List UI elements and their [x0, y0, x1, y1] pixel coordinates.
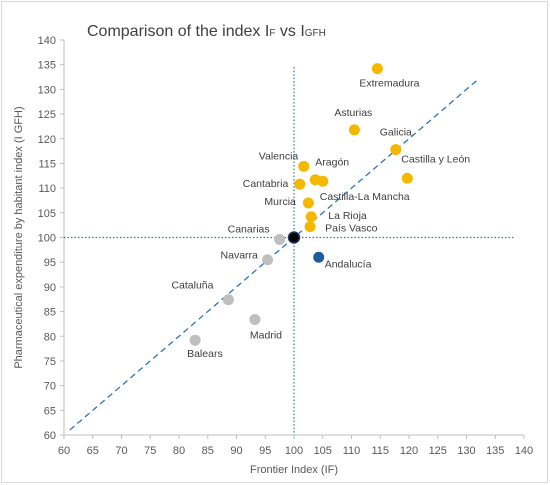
- y-tick-label: 130: [38, 84, 56, 96]
- point-asturias: [348, 124, 360, 136]
- point-reference: [287, 231, 301, 244]
- data-label: Andalucía: [325, 258, 372, 270]
- y-tick-label: 125: [38, 109, 56, 121]
- data-label: Navarra: [221, 250, 259, 262]
- x-tick-label: 130: [457, 445, 475, 457]
- data-label: Castilla y León: [401, 153, 470, 165]
- y-tick-label: 65: [44, 405, 56, 417]
- x-tick-label: 65: [87, 445, 99, 457]
- point-castilla-y-le-n: [401, 172, 413, 184]
- x-tick-label: 75: [144, 445, 156, 457]
- x-tick-label: 80: [173, 445, 185, 457]
- point-andaluc-a: [313, 251, 325, 263]
- x-tick-label: 110: [343, 445, 361, 457]
- data-points: [189, 63, 413, 346]
- y-tick-label: 110: [38, 183, 56, 195]
- data-label: Madrid: [250, 329, 282, 341]
- data-label: Aragón: [315, 157, 349, 169]
- data-label: País Vasco: [325, 223, 377, 235]
- point-navarra: [262, 254, 274, 266]
- y-tick-label: 135: [38, 60, 56, 72]
- x-tick-label: 70: [115, 445, 127, 457]
- data-label: Balears: [187, 348, 223, 360]
- point-la-rioja: [305, 211, 317, 223]
- data-label: Asturias: [334, 107, 372, 119]
- point-labels: Extremadura Asturias Galicia Castilla y Leó…: [171, 78, 470, 361]
- data-label: Murcia: [264, 196, 296, 208]
- chart-title: Comparison of the index IF vs IGFH: [87, 23, 326, 40]
- x-tick-label: 85: [202, 445, 214, 457]
- x-axis-title: Frontier Index (IF): [250, 464, 338, 476]
- x-tick-label: 135: [486, 445, 504, 457]
- y-tick-label: 105: [38, 208, 56, 220]
- point-extremadura: [371, 63, 383, 75]
- reference-lines: [64, 67, 515, 435]
- diagonal-trend-line: [69, 79, 479, 431]
- x-tick-label: 95: [259, 445, 271, 457]
- x-tick-label: 140: [515, 445, 533, 457]
- data-label: Extremadura: [359, 78, 419, 90]
- point-balears: [189, 334, 201, 346]
- x-tick-label: 125: [429, 445, 447, 457]
- data-label: Galicia: [380, 127, 412, 139]
- data-label: La Rioja: [328, 210, 367, 222]
- y-tick-label: 120: [38, 134, 56, 146]
- data-label: Castilla-La Mancha: [320, 191, 410, 203]
- x-tick-label: 120: [400, 445, 418, 457]
- y-tick-label: 100: [38, 233, 56, 245]
- point-canarias: [274, 233, 286, 245]
- y-tick-label: 140: [38, 35, 56, 47]
- y-tick-label: 95: [44, 257, 56, 269]
- data-label: Cantabria: [243, 178, 289, 190]
- y-tick-label: 60: [44, 430, 56, 442]
- x-tick-label: 105: [314, 445, 332, 457]
- point-pa-s-vasco: [304, 221, 316, 233]
- y-tick-label: 85: [44, 307, 56, 319]
- data-label: Cataluña: [171, 280, 213, 292]
- point-murcia: [302, 197, 314, 209]
- data-label: Valencia: [259, 150, 299, 162]
- x-tick-label: 100: [285, 445, 303, 457]
- x-tick-label: 90: [230, 445, 242, 457]
- x-tick-label: 115: [371, 445, 389, 457]
- y-tick-label: 75: [44, 356, 56, 368]
- point-catalu-a: [222, 294, 234, 306]
- point-castilla-la-mancha: [317, 175, 329, 187]
- point-valencia: [298, 160, 310, 172]
- point-cantabria: [294, 178, 306, 190]
- y-axis-title: Pharmaceutical expenditure by habitant i…: [13, 106, 25, 368]
- y-tick-label: 115: [38, 158, 56, 170]
- y-tick-label: 90: [44, 282, 56, 294]
- y-tick-label: 80: [44, 331, 56, 343]
- point-galicia: [390, 144, 402, 156]
- y-tick-label: 70: [44, 381, 56, 393]
- axes: 60 65 70 75 80 85 90 95 100 105 110 115 120 125 130 135…: [38, 35, 534, 457]
- data-label: Canarias: [228, 223, 270, 235]
- x-tick-label: 60: [58, 445, 70, 457]
- point-madrid: [249, 313, 261, 325]
